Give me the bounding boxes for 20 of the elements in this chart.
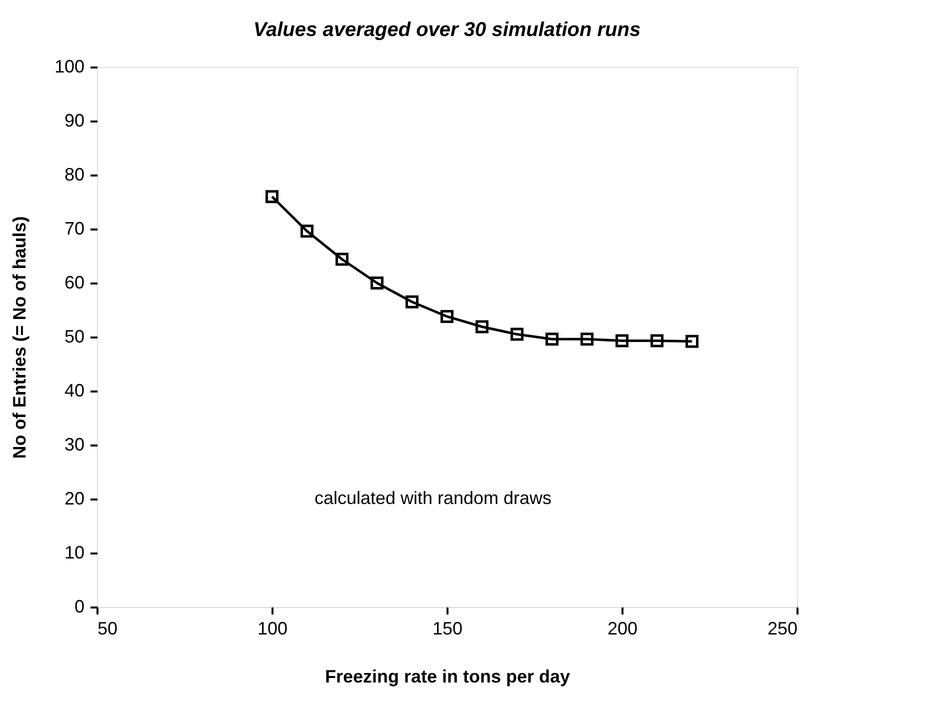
x-tick-label: 100 xyxy=(257,618,288,638)
y-tick-label: 0 xyxy=(74,596,84,616)
y-tick-label: 50 xyxy=(64,326,84,346)
annotation: calculated with random draws xyxy=(314,488,552,508)
y-tick-label: 90 xyxy=(64,110,84,130)
y-tick-label: 20 xyxy=(64,488,84,508)
y-tick-label: 30 xyxy=(64,434,84,454)
x-tick-label: 200 xyxy=(607,618,638,638)
x-axis-title: Freezing rate in tons per day xyxy=(324,666,570,686)
y-tick-label: 40 xyxy=(64,380,84,400)
x-tick-label: 150 xyxy=(432,618,463,638)
y-axis-title: No of Entries (= No of hauls) xyxy=(9,216,30,459)
y-tick-label: 10 xyxy=(64,542,84,562)
x-tick-label: 250 xyxy=(767,618,798,638)
y-tick-label: 100 xyxy=(54,56,84,76)
chart-title: Values averaged over 30 simulation runs xyxy=(253,19,641,41)
y-tick-label: 60 xyxy=(64,272,84,292)
y-tick-label: 70 xyxy=(64,218,84,238)
x-tick-label: 50 xyxy=(98,618,118,638)
y-tick-label: 80 xyxy=(64,164,84,184)
